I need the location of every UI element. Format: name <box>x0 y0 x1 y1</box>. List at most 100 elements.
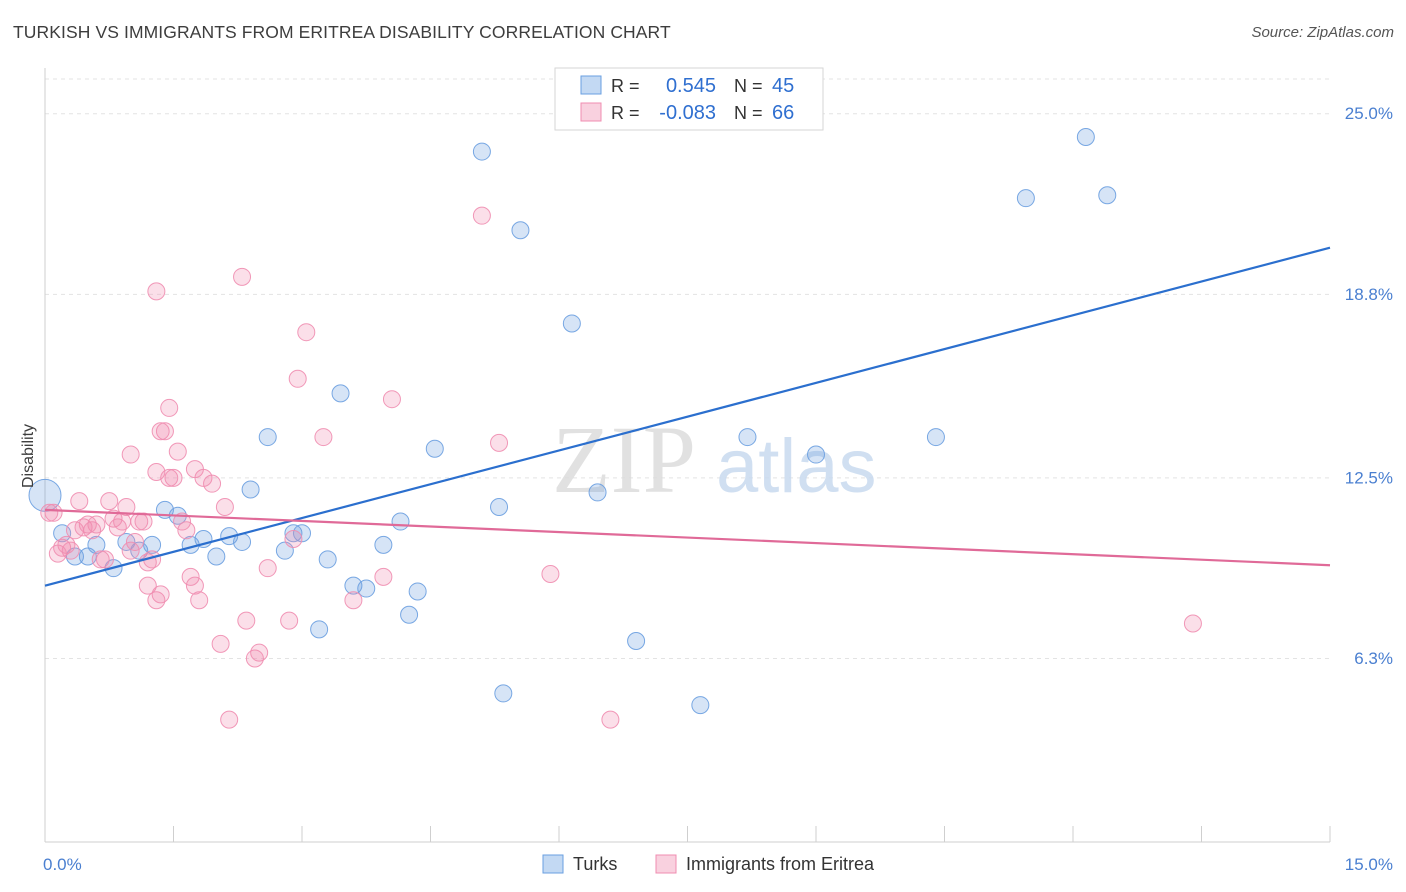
point-s0-23 <box>331 384 350 403</box>
point-s0-33 <box>494 684 513 703</box>
point-s0-30 <box>425 439 444 458</box>
point-s1-44 <box>220 710 239 729</box>
point-s1-26 <box>151 422 170 441</box>
series-legend-swatch-1 <box>655 854 677 874</box>
series-legend-label-1: Immigrants from Eritrea <box>686 854 875 874</box>
legend-swatch-1 <box>580 102 602 122</box>
series-legend-label-0: Turks <box>573 854 617 874</box>
point-s0-31 <box>472 142 491 161</box>
point-s1-28 <box>160 468 179 487</box>
series-legend-swatch-0 <box>542 854 564 874</box>
point-s0-38 <box>691 696 710 715</box>
point-s1-29 <box>164 468 183 487</box>
y-tick-label-0: 6.3% <box>1354 649 1393 668</box>
legend-r-label-1: R = <box>611 103 640 123</box>
point-s1-36 <box>138 576 157 595</box>
point-s0-43 <box>1076 128 1095 147</box>
point-s0-44 <box>1098 186 1117 205</box>
point-s1-5 <box>61 541 80 560</box>
point-s0-39 <box>738 428 757 447</box>
point-s1-30 <box>168 442 187 461</box>
point-s1-63 <box>147 282 166 301</box>
point-s1-65 <box>121 445 140 464</box>
source-label: Source: ZipAtlas.com <box>1251 24 1394 41</box>
y-axis-title: Disability <box>20 424 37 488</box>
point-s1-20 <box>125 532 144 551</box>
point-s1-22 <box>134 512 153 531</box>
legend: R = 0.545 N = 45 R = -0.083 N = 66 <box>554 67 824 131</box>
point-s1-64 <box>160 398 179 417</box>
point-s1-50 <box>280 611 299 630</box>
legend-r-value-1: -0.083 <box>659 102 716 124</box>
point-s0-13 <box>207 547 226 566</box>
point-s1-60 <box>541 564 560 583</box>
watermark-zip: ZIP <box>552 406 696 513</box>
point-s1-62 <box>1183 614 1202 633</box>
point-s1-46 <box>237 611 256 630</box>
point-s1-35 <box>190 591 209 610</box>
point-s0-34 <box>511 221 530 240</box>
chart-title: TURKISH VS IMMIGRANTS FROM ERITREA DISAB… <box>13 22 671 42</box>
point-s1-0 <box>40 503 59 522</box>
point-s1-43 <box>215 497 234 516</box>
point-s1-48 <box>250 643 269 662</box>
point-s1-31 <box>173 512 192 531</box>
legend-n-label-1: N = <box>734 103 763 123</box>
point-s1-58 <box>472 206 491 225</box>
point-s1-51 <box>284 530 303 549</box>
y-tick-labels: 6.3% 12.5% 18.8% 25.0% <box>1345 104 1393 668</box>
point-s1-54 <box>314 428 333 447</box>
point-s1-11 <box>87 515 106 534</box>
point-s1-32 <box>177 521 196 540</box>
legend-n-label-0: N = <box>734 76 763 96</box>
point-s0-16 <box>241 480 260 499</box>
trend-lines <box>44 246 1331 587</box>
point-s0-37 <box>627 631 646 650</box>
trend-line-0 <box>44 246 1331 587</box>
point-s1-61 <box>601 710 620 729</box>
point-s1-34 <box>185 576 204 595</box>
point-s1-19 <box>121 541 140 560</box>
y-tick-label-2: 18.8% <box>1345 285 1393 304</box>
watermark: ZIP atlas <box>552 406 877 513</box>
legend-r-value-0: 0.545 <box>666 75 716 97</box>
point-s0-35 <box>562 314 581 333</box>
legend-n-value-0: 45 <box>772 75 794 97</box>
point-s0-17 <box>258 428 277 447</box>
point-s0-27 <box>391 512 410 531</box>
point-s1-41 <box>203 474 222 493</box>
point-s0-40 <box>807 445 825 464</box>
point-s1-12 <box>91 550 110 569</box>
point-s1-49 <box>258 559 277 578</box>
point-s0-36 <box>588 483 607 502</box>
legend-swatch-0 <box>580 75 602 95</box>
axes <box>44 68 1331 843</box>
point-s0-21 <box>310 620 329 639</box>
point-s1-52 <box>288 369 307 388</box>
point-s0-8 <box>143 535 162 554</box>
x-tick-label-1: 15.0% <box>1345 855 1393 874</box>
x-tick-labels: 0.0% 15.0% <box>43 855 1393 874</box>
point-s1-18 <box>117 497 136 516</box>
x-tick-label-0: 0.0% <box>43 855 82 874</box>
data-points <box>28 128 1202 729</box>
point-s0-25 <box>357 579 376 598</box>
point-s1-55 <box>344 591 363 610</box>
y-tick-label-1: 12.5% <box>1345 468 1393 487</box>
legend-n-value-1: 66 <box>772 102 794 124</box>
point-s1-42 <box>211 634 230 653</box>
point-s1-59 <box>490 433 509 452</box>
series-legend: Turks Immigrants from Eritrea <box>542 854 875 874</box>
legend-box <box>554 67 824 131</box>
point-s1-7 <box>70 492 89 511</box>
point-s0-42 <box>1016 189 1035 208</box>
legend-r-label-0: R = <box>611 76 640 96</box>
point-s1-27 <box>155 422 174 441</box>
point-s1-57 <box>382 390 401 409</box>
point-s1-53 <box>297 323 316 342</box>
grid-lines <box>45 78 1330 659</box>
point-s0-29 <box>408 582 427 601</box>
point-s1-38 <box>151 585 170 604</box>
point-s0-41 <box>926 428 945 447</box>
y-axis-title-text: Disability <box>20 424 37 488</box>
